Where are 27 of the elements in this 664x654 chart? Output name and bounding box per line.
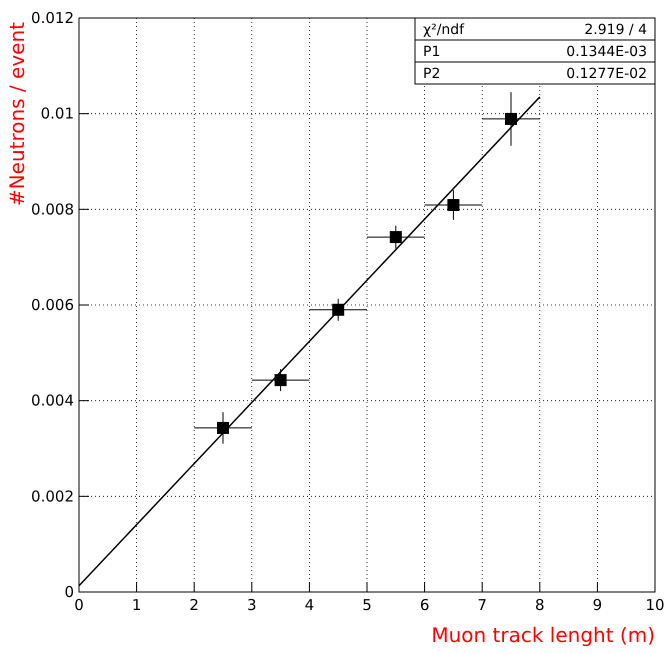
y-tick-label: 0.01 [40,104,74,123]
x-tick-label: 6 [420,596,430,614]
x-tick-label: 2 [189,596,199,614]
point [505,112,517,125]
x-tick-label: 8 [535,596,545,614]
x-tick-label: 1 [132,596,142,614]
x-tick-label: 7 [477,596,487,614]
text: χ²/ndf 2.919 / 4 [423,22,647,38]
point [274,374,287,386]
y-tick-label: 0.008 [31,200,74,218]
x-tick-label: 3 [247,596,257,614]
x-tick-label: 4 [304,596,314,614]
y-tick-label: 0.004 [31,392,74,410]
y-axis-title: #Neutrons / event [5,22,29,206]
x-tick-label: 5 [362,596,372,614]
point [447,199,460,212]
x-tick-label: 9 [592,596,602,614]
text: P1 0.1344E-03 [423,44,647,60]
y-tick-label: 0.012 [31,9,74,27]
y-tick-label: 0.006 [31,296,74,314]
text: P2 0.1277E-02 [423,66,647,82]
x-tick-label: 10 [645,596,664,614]
point [217,422,229,434]
y-tick-label: 0.002 [31,487,74,506]
point [390,231,402,244]
y-tick-label: 0 [64,583,74,601]
x-axis-title: Muon track lenght (m) [431,623,655,647]
